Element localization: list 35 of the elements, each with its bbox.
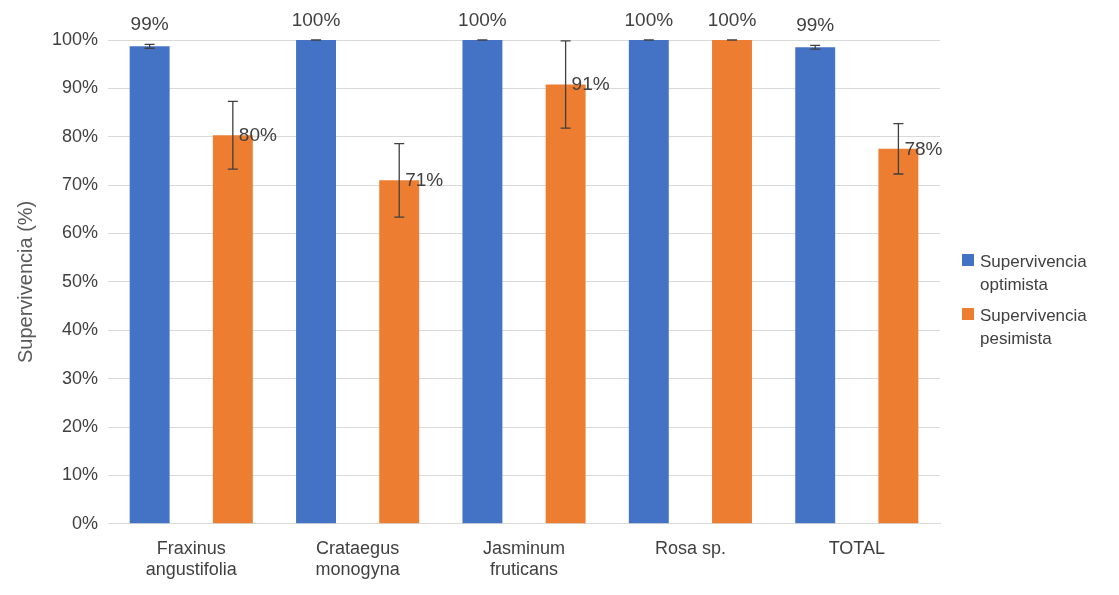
y-tick-label: 40% — [62, 319, 99, 340]
bar — [795, 47, 836, 524]
x-tick-label: Jasminum fruticans — [483, 537, 566, 580]
data-label: 99% — [796, 14, 835, 36]
y-tick-label: 70% — [62, 174, 99, 195]
data-label: 80% — [238, 124, 277, 146]
data-label: 71% — [405, 169, 444, 191]
data-label: 100% — [624, 8, 674, 30]
data-label: 91% — [571, 73, 610, 95]
y-tick-label: 100% — [51, 28, 99, 49]
data-label: 99% — [130, 13, 169, 35]
x-tick-label: Fraxinus angustifolia — [145, 537, 238, 580]
data-label: 100% — [458, 8, 507, 30]
bar — [462, 40, 503, 524]
y-tick-label: 30% — [62, 367, 99, 388]
data-label: 100% — [291, 8, 341, 30]
y-tick-label: 0% — [72, 512, 99, 533]
y-tick-label: 20% — [62, 416, 99, 437]
bar — [628, 40, 669, 524]
x-tick-label: TOTAL — [828, 537, 885, 558]
y-axis-title: Supervivencia (%) — [13, 200, 36, 364]
data-label: 78% — [904, 137, 943, 159]
bar — [712, 40, 752, 524]
y-tick-label: 50% — [62, 270, 99, 291]
y-tick-label: 80% — [62, 125, 99, 146]
data-label: 100% — [707, 8, 757, 30]
y-tick-label: 60% — [62, 222, 99, 243]
legend-label: Supervivencia pesimista — [980, 305, 1088, 350]
y-tick-label: 10% — [62, 464, 99, 485]
bar — [296, 40, 336, 524]
legend-label: Supervivencia optimista — [980, 251, 1088, 296]
x-tick-label: Rosa sp. — [654, 537, 726, 558]
x-tick-label: Crataegus monogyna — [315, 537, 401, 580]
y-tick-label: 90% — [62, 77, 99, 98]
bar — [129, 46, 170, 524]
